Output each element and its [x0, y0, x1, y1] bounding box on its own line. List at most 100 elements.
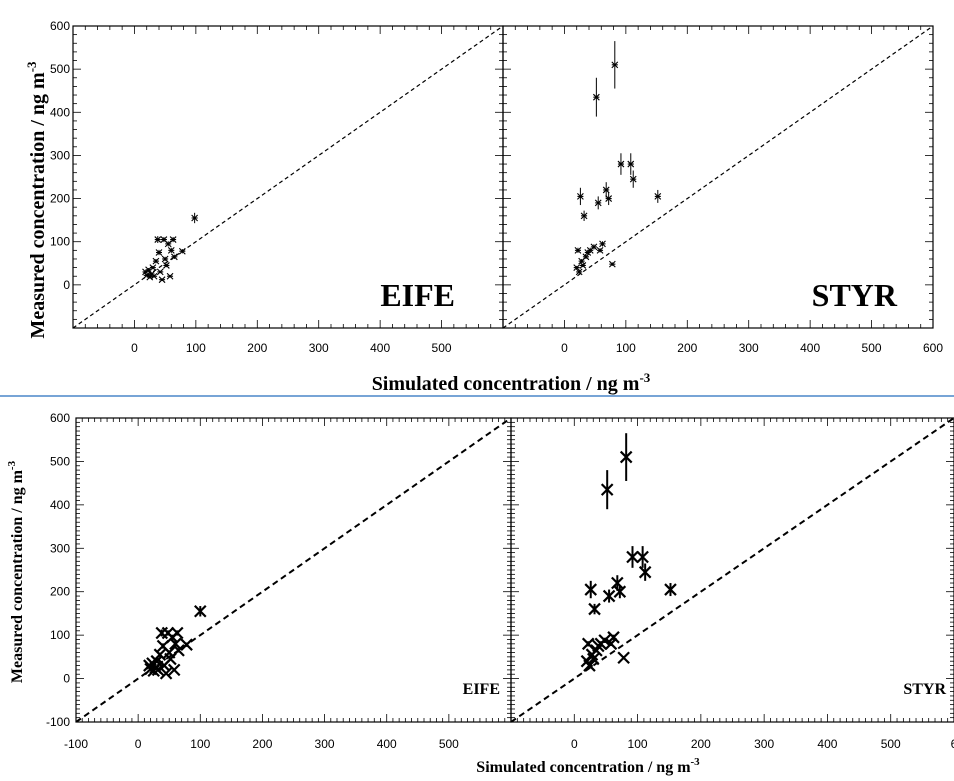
one-to-one-line	[503, 26, 933, 328]
data-point	[162, 262, 170, 269]
data-point	[154, 236, 162, 244]
data-point	[155, 249, 163, 256]
data-point	[575, 268, 583, 276]
data-point	[152, 257, 160, 265]
data-point	[629, 170, 637, 188]
data-point	[166, 272, 174, 280]
data-point	[611, 41, 619, 89]
data-point	[172, 644, 185, 657]
y-tick-label: 0	[63, 278, 70, 292]
y-tick-label: 100	[50, 235, 70, 249]
data-point	[654, 189, 662, 203]
data-point	[588, 602, 601, 616]
data-point	[617, 651, 630, 665]
x-tick-label-clipped: 6	[951, 737, 954, 751]
x-tick-label: -100	[64, 737, 88, 751]
y-tick-label: 100	[50, 628, 70, 642]
x-tick-label: 100	[190, 737, 210, 751]
data-point	[664, 583, 677, 597]
panel-label: STYR	[903, 681, 946, 698]
data-point	[191, 212, 199, 224]
data-points	[143, 604, 207, 680]
top-ylabel-sup: -3	[24, 61, 39, 72]
data-point	[581, 637, 595, 651]
y-tick-label: -100	[46, 715, 70, 729]
x-tick-label: 100	[186, 341, 206, 355]
y-tick-label: 300	[50, 541, 70, 555]
data-point	[167, 246, 175, 254]
data-point	[151, 663, 165, 677]
x-tick-label: 0	[131, 341, 138, 355]
data-point	[604, 637, 618, 651]
data-point	[169, 637, 182, 651]
top-xlabel-text: Simulated concentration / ng m	[372, 373, 640, 395]
data-point	[599, 240, 606, 248]
panel-bottom-styr: 0 100 200 300 400 500 6 STYR	[510, 417, 954, 751]
data-point	[613, 585, 627, 599]
data-point	[153, 648, 167, 661]
y-tick-label: 600	[50, 19, 70, 33]
x-tick-label: 500	[881, 737, 901, 751]
data-point	[158, 276, 166, 284]
data-point	[582, 253, 590, 261]
axis-ticks	[510, 417, 954, 723]
bottom-ylabel: Measured concentration / ng m-3	[6, 460, 26, 683]
panel-bottom-eife: -100 0 100 200 300 400 500 -100 0 100 200 300 400 500…	[46, 411, 512, 751]
panel-top-eife: 0 100 200 300 400 500 0 100 200 300 400 500 600 EIFE	[50, 19, 504, 355]
data-point	[194, 604, 207, 618]
x-tick-label: 200	[677, 341, 697, 355]
data-point	[583, 659, 596, 672]
x-tick-label: 100	[628, 737, 648, 751]
y-tick-label: 200	[50, 192, 70, 206]
x-tick-label: 400	[377, 737, 397, 751]
top-ylabel-text: Measured concentration / ng m	[27, 72, 49, 339]
x-tick-label: 500	[862, 341, 882, 355]
x-tick-label: 400	[370, 341, 390, 355]
data-point	[574, 246, 582, 254]
axis-ticks	[72, 25, 504, 329]
bottom-ylabel-text: Measured concentration / ng m	[9, 469, 26, 683]
data-point	[150, 272, 158, 280]
data-point	[586, 652, 600, 666]
x-tick-label: 200	[247, 341, 267, 355]
panel-label: STYR	[812, 277, 898, 313]
top-xlabel: Simulated concentration / ng m-3	[372, 370, 651, 395]
x-tick-label: 400	[817, 737, 837, 751]
bottom-xlabel-text: Simulated concentration / ng m	[476, 759, 691, 776]
y-tick-label: 500	[50, 454, 70, 468]
data-point	[590, 243, 598, 251]
x-tick-label: 500	[432, 341, 452, 355]
data-points	[580, 433, 677, 672]
data-point	[577, 187, 584, 206]
y-tick-label: 400	[50, 498, 70, 512]
data-point	[607, 631, 620, 644]
data-point	[584, 580, 598, 599]
y-tick-label: 400	[50, 105, 70, 119]
bottom-xlabel: Simulated concentration / ng m-3	[476, 756, 700, 776]
data-point	[596, 246, 604, 254]
x-tick-label: 300	[739, 341, 759, 355]
data-point	[600, 470, 614, 510]
data-point	[169, 236, 177, 243]
one-to-one-line	[511, 418, 954, 722]
x-tick-label: 500	[439, 737, 459, 751]
data-point	[619, 433, 633, 481]
data-point	[617, 153, 625, 175]
y-tick-label: 300	[50, 148, 70, 162]
data-point	[592, 77, 600, 117]
y-tick-label: 600	[50, 411, 70, 425]
data-points	[142, 212, 199, 284]
data-point	[626, 546, 639, 568]
data-points	[573, 41, 662, 276]
x-tick-label: 200	[252, 737, 272, 751]
y-tick-label: 200	[50, 585, 70, 599]
data-point	[156, 268, 164, 276]
data-point	[598, 634, 611, 647]
data-point	[594, 196, 602, 210]
data-point	[159, 667, 173, 680]
panel-label: EIFE	[463, 681, 500, 698]
y-tick-label: 500	[50, 62, 70, 76]
bottom-ylabel-sup: -3	[6, 460, 18, 470]
data-point	[167, 663, 181, 677]
data-point	[580, 210, 588, 222]
